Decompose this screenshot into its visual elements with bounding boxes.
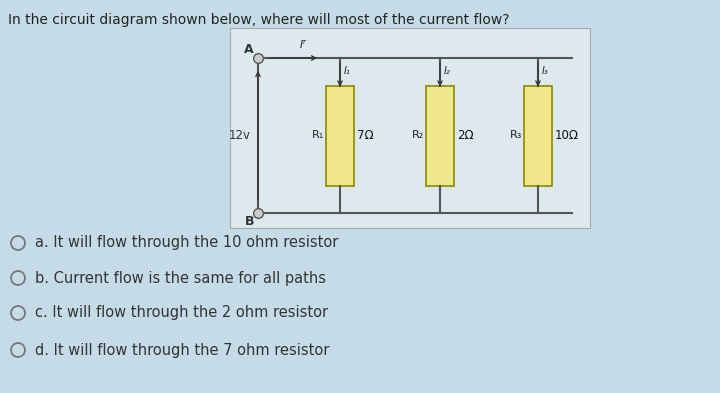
Text: Iᵀ: Iᵀ [300, 40, 307, 50]
Text: I₁: I₁ [344, 66, 351, 76]
Text: R₂: R₂ [412, 130, 424, 141]
Text: I₃: I₃ [542, 66, 549, 76]
FancyBboxPatch shape [230, 28, 590, 228]
Text: d. It will flow through the 7 ohm resistor: d. It will flow through the 7 ohm resist… [35, 343, 329, 358]
Bar [326, 86, 354, 185]
Text: A: A [244, 43, 254, 56]
Text: 2Ω: 2Ω [457, 129, 474, 142]
Text: I₂: I₂ [444, 66, 451, 76]
Text: 7Ω: 7Ω [357, 129, 374, 142]
Text: B: B [245, 215, 254, 228]
Text: a. It will flow through the 10 ohm resistor: a. It will flow through the 10 ohm resis… [35, 235, 338, 250]
Text: R₁: R₁ [312, 130, 324, 141]
Text: 10Ω: 10Ω [555, 129, 579, 142]
Text: 12v: 12v [229, 129, 251, 142]
Text: In the circuit diagram shown below, where will most of the current flow?: In the circuit diagram shown below, wher… [8, 13, 510, 27]
Text: b. Current flow is the same for all paths: b. Current flow is the same for all path… [35, 270, 326, 285]
Bar [426, 86, 454, 185]
Text: c. It will flow through the 2 ohm resistor: c. It will flow through the 2 ohm resist… [35, 305, 328, 321]
Text: R₃: R₃ [510, 130, 522, 141]
Bar [524, 86, 552, 185]
